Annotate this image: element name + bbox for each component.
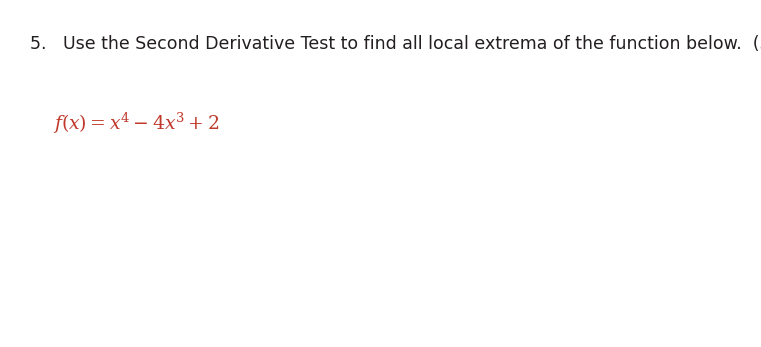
Text: $f(x) = x^4 - 4x^3 + 2$: $f(x) = x^4 - 4x^3 + 2$ (53, 111, 220, 136)
Text: 5.   Use the Second Derivative Test to find all local extrema of the function be: 5. Use the Second Derivative Test to fin… (30, 35, 761, 53)
